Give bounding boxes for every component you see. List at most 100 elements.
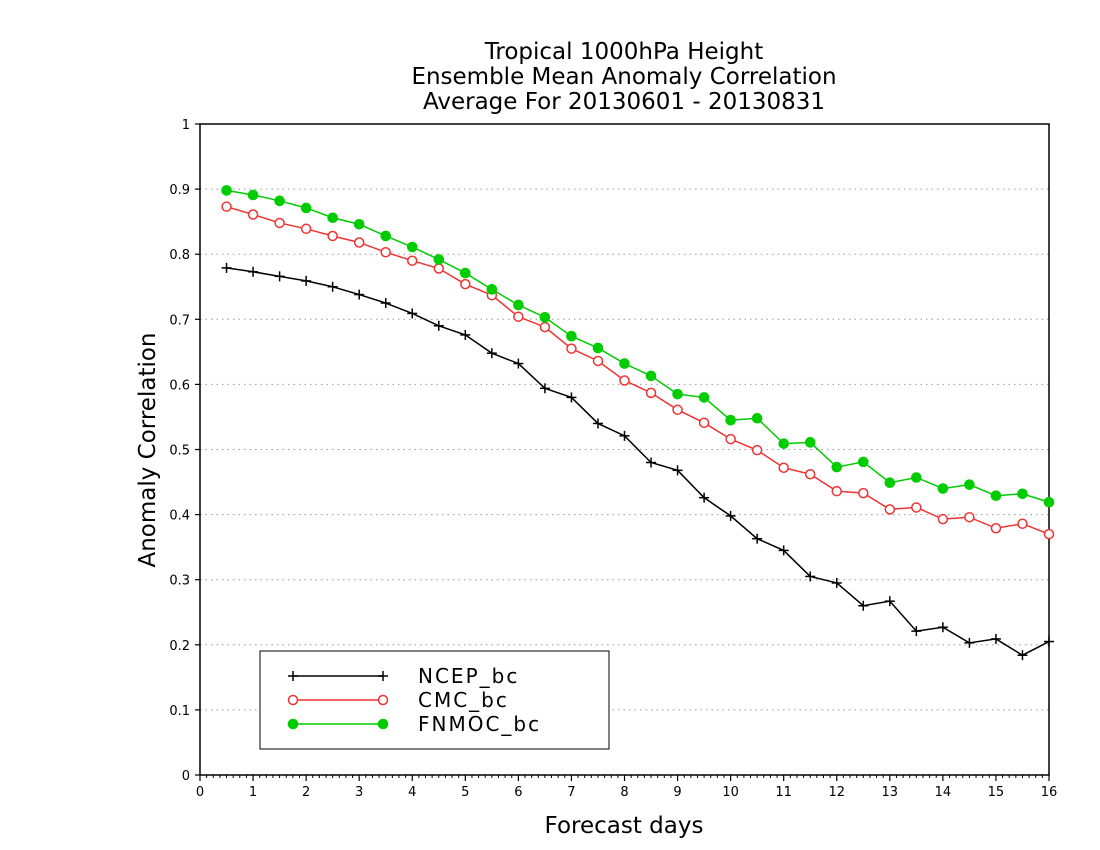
x-tick-label: 9 (673, 785, 681, 800)
data-point (353, 218, 365, 230)
x-tick-label: 6 (514, 785, 522, 800)
data-point (327, 212, 338, 224)
data-point (1017, 650, 1028, 661)
data-point (857, 456, 869, 468)
x-tick-label: 4 (408, 785, 416, 800)
data-point (964, 637, 975, 648)
data-point (1043, 496, 1055, 508)
data-point (327, 281, 338, 292)
y-tick-label: 0 (182, 769, 190, 784)
data-point (1017, 488, 1028, 500)
data-point (539, 321, 551, 333)
data-point (858, 600, 869, 611)
y-axis-label: Anomaly Correlation (135, 332, 161, 567)
data-point (406, 241, 418, 253)
data-point (433, 254, 445, 265)
data-point (619, 358, 630, 369)
data-point (566, 330, 577, 342)
x-tick-label: 2 (302, 785, 310, 800)
data-point (911, 626, 922, 637)
data-point (539, 383, 550, 394)
data-point (990, 490, 1002, 502)
data-point (751, 412, 763, 424)
data-point (566, 343, 577, 354)
data-point (1044, 636, 1054, 647)
data-point (407, 308, 418, 319)
data-point (274, 195, 285, 207)
y-tick-label: 1 (182, 118, 190, 133)
data-point (221, 262, 232, 273)
x-axis-label: Forecast days (545, 813, 704, 839)
y-tick-label: 0.3 (169, 574, 190, 589)
data-point (619, 430, 630, 441)
legend-marker (288, 671, 298, 681)
legend-marker (287, 718, 299, 730)
data-point (513, 358, 524, 369)
data-point (592, 355, 604, 367)
data-point (778, 438, 789, 449)
data-point (831, 485, 842, 497)
x-tick-label: 8 (620, 785, 628, 800)
data-point (645, 370, 657, 382)
data-point (884, 596, 895, 607)
data-point (1017, 518, 1028, 529)
data-point (645, 387, 657, 399)
data-point (247, 189, 259, 201)
y-tick-label: 0.7 (169, 313, 190, 328)
data-point (539, 312, 551, 323)
y-tick-label: 0.4 (169, 509, 190, 524)
data-point (300, 223, 312, 235)
y-tick-label: 0.5 (169, 444, 190, 459)
data-point (990, 633, 1001, 644)
x-tick-label: 14 (935, 785, 952, 800)
data-point (805, 571, 816, 582)
legend-marker (287, 694, 299, 706)
data-point (247, 209, 259, 220)
y-tick-label: 0.9 (169, 183, 190, 198)
chart-title-line: Tropical 1000hPa Height (484, 39, 764, 65)
legend-marker (377, 694, 389, 706)
data-point (725, 433, 736, 445)
x-tick-label: 16 (1041, 785, 1058, 800)
data-point (672, 404, 683, 416)
chart-title-line: Average For 20130601 - 20130831 (423, 89, 825, 115)
data-point (964, 511, 975, 523)
legend-label: CMC_bc (418, 688, 509, 712)
data-point (937, 622, 948, 633)
data-point (592, 418, 603, 429)
data-point (274, 271, 285, 282)
data-point (1043, 528, 1055, 540)
data-point (752, 533, 763, 544)
data-point (354, 289, 365, 300)
data-point (698, 417, 710, 429)
x-tick-label: 3 (355, 785, 363, 800)
data-point (486, 284, 498, 295)
data-point (804, 468, 816, 480)
axis-ticks: 00.10.20.30.40.50.60.70.80.910 1 2 3 4 5 6 7 8 9 1… (169, 118, 1057, 800)
legend-marker (378, 671, 388, 681)
x-tick-label: 0 (196, 785, 204, 800)
data-point (407, 255, 418, 266)
data-point (433, 263, 445, 274)
data-point (725, 510, 736, 521)
series-line (226, 189, 1050, 503)
data-point (486, 348, 497, 359)
y-tick-label: 0.2 (169, 639, 190, 654)
data-point (778, 545, 789, 556)
data-point (884, 504, 896, 515)
data-point (221, 185, 232, 196)
data-point (300, 202, 312, 214)
y-tick-label: 0.8 (169, 248, 190, 263)
data-point (911, 502, 922, 513)
data-point (672, 465, 683, 476)
data-point (858, 487, 869, 499)
data-point (353, 237, 365, 248)
data-point (513, 299, 524, 311)
chart-title-line: Ensemble Mean Anomaly Correlation (411, 64, 836, 90)
data-point (380, 298, 391, 309)
data-point (778, 462, 789, 473)
legend-label: NCEP_bc (418, 664, 519, 688)
